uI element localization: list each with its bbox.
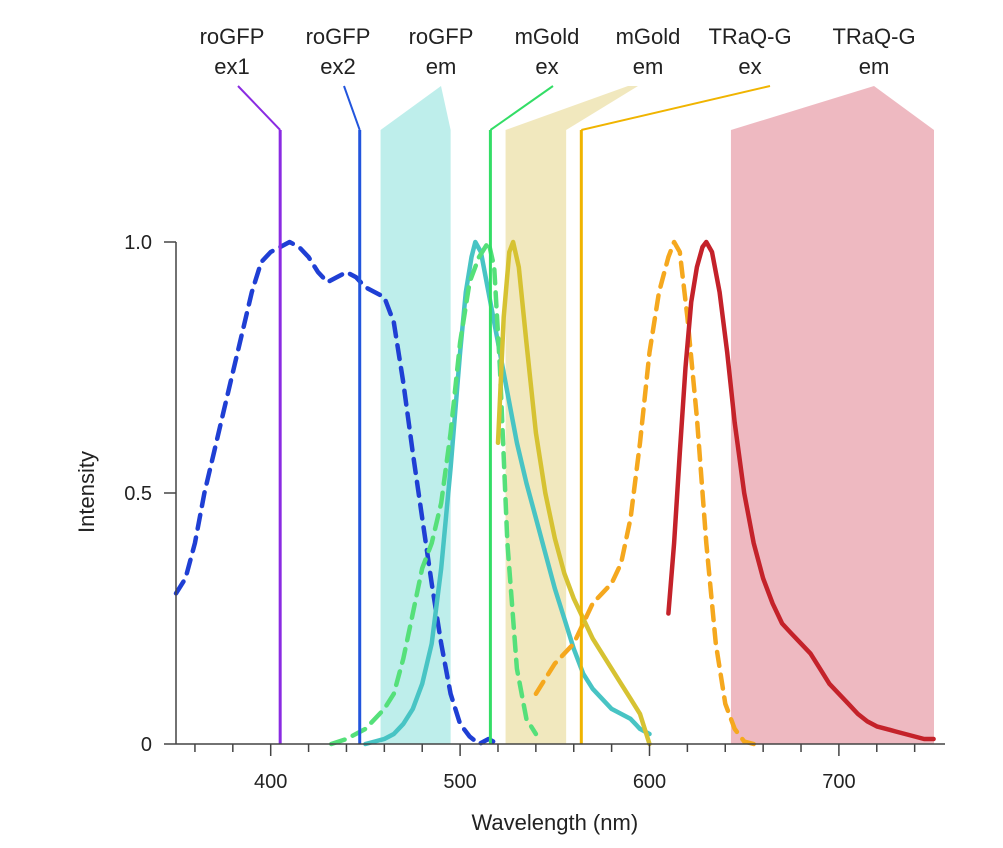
x-tick-label: 700 [822,771,855,793]
y-tick-label: 1.0 [124,232,152,254]
label-line: roGFP [306,24,371,49]
label-line: em [859,54,890,79]
curve-mgold-excitation [329,239,539,747]
y-tick-label: 0.5 [124,483,152,505]
label-line: roGFP [409,24,474,49]
label-rogfp-ex1: roGFP ex1 [200,24,265,79]
label-rogfp-ex2: roGFP ex2 [306,24,371,79]
x-axis-title: Wavelength (nm) [471,810,638,835]
y-tick-label: 0 [141,734,152,756]
excitation-leader [237,85,281,131]
excitation-leader [581,85,771,131]
x-tick-label: 400 [254,771,287,793]
curve-traq-g-emission [666,239,936,742]
label-line: roGFP [200,24,265,49]
label-rogfp-em: roGFP em [409,24,474,79]
excitation-line-mgold-ex [488,85,554,744]
label-line: ex2 [320,54,355,79]
label-line: mGold [616,24,681,49]
label-line: em [426,54,457,79]
label-mgold-ex: mGold ex [515,24,580,79]
spectra-curves-layer [173,239,936,747]
y-axis-title: Intensity [74,451,99,533]
excitation-line-rogfp-ex2 [343,85,362,744]
x-tick-label: 500 [443,771,476,793]
excitation-leader [343,85,361,131]
label-traq-g-ex: TRaQ-G ex [708,24,791,79]
emission-bands-layer [380,86,934,744]
label-mgold-em: mGold em [616,24,681,79]
label-line: ex [535,54,558,79]
label-line: em [633,54,664,79]
label-line: TRaQ-G [832,24,915,49]
emission-band-mgold-em [505,86,638,744]
emission-band-traq-g-em [730,86,934,744]
curve-mgold-emission [495,239,652,747]
excitation-lines-layer [237,85,771,744]
label-line: mGold [515,24,580,49]
label-line: TRaQ-G [708,24,791,49]
excitation-line-rogfp-ex1 [237,85,282,744]
excitation-leader [489,85,554,131]
curve-traq-g-excitation [533,239,756,747]
x-tick-label: 600 [633,771,666,793]
label-traq-g-em: TRaQ-G em [832,24,915,79]
label-line: ex [738,54,761,79]
curve-rogfp-excitation [173,239,501,747]
axes-layer: 400 500 600 700 0 0.5 1.0 Wavelength (nm) Intens… [74,232,945,835]
label-line: ex1 [214,54,249,79]
excitation-line-traq-g-ex [579,85,771,744]
